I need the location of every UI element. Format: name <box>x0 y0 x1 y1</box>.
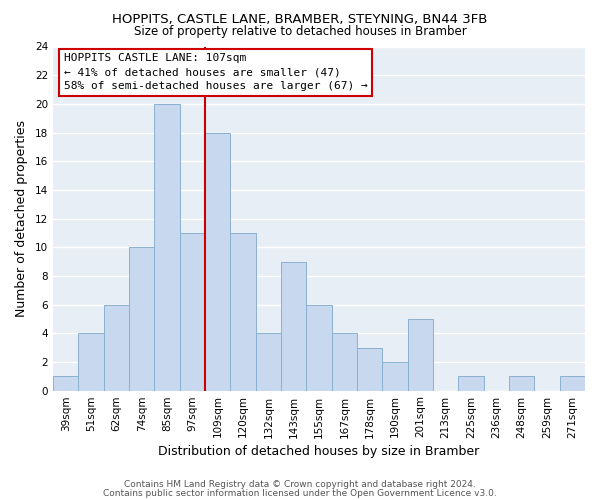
Text: Size of property relative to detached houses in Bramber: Size of property relative to detached ho… <box>134 25 466 38</box>
Bar <box>458 376 484 390</box>
Bar <box>79 333 104 390</box>
Bar <box>307 304 332 390</box>
Text: HOPPITS, CASTLE LANE, BRAMBER, STEYNING, BN44 3FB: HOPPITS, CASTLE LANE, BRAMBER, STEYNING,… <box>112 12 488 26</box>
Bar <box>560 376 585 390</box>
Y-axis label: Number of detached properties: Number of detached properties <box>15 120 28 317</box>
Bar <box>53 376 79 390</box>
Bar <box>205 132 230 390</box>
Bar <box>129 247 154 390</box>
Bar <box>256 333 281 390</box>
Bar <box>509 376 535 390</box>
Bar <box>357 348 382 391</box>
Bar <box>382 362 407 390</box>
Text: Contains public sector information licensed under the Open Government Licence v3: Contains public sector information licen… <box>103 488 497 498</box>
Bar <box>407 319 433 390</box>
Text: Contains HM Land Registry data © Crown copyright and database right 2024.: Contains HM Land Registry data © Crown c… <box>124 480 476 489</box>
Bar <box>104 304 129 390</box>
Bar <box>154 104 180 391</box>
Bar <box>332 333 357 390</box>
Bar <box>230 233 256 390</box>
X-axis label: Distribution of detached houses by size in Bramber: Distribution of detached houses by size … <box>158 444 479 458</box>
Text: HOPPITS CASTLE LANE: 107sqm
← 41% of detached houses are smaller (47)
58% of sem: HOPPITS CASTLE LANE: 107sqm ← 41% of det… <box>64 54 367 92</box>
Bar <box>180 233 205 390</box>
Bar <box>281 262 307 390</box>
